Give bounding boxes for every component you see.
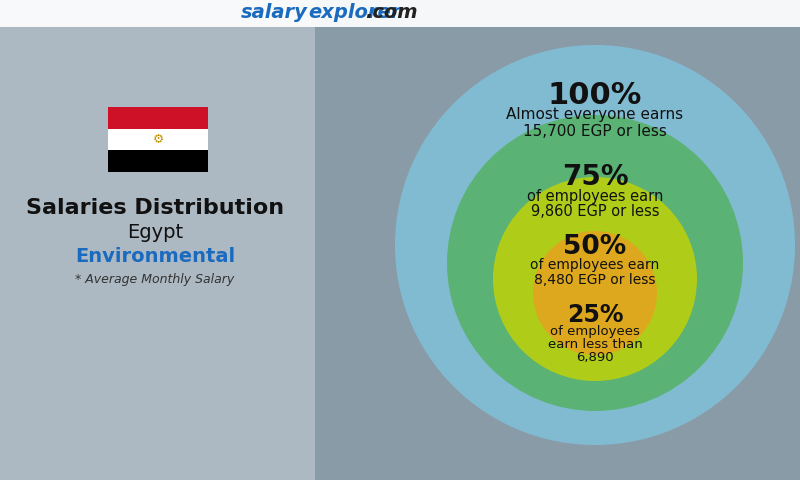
Text: .com: .com <box>365 3 418 23</box>
Text: ⚙: ⚙ <box>152 133 164 146</box>
Circle shape <box>533 231 657 355</box>
Text: earn less than: earn less than <box>548 337 642 350</box>
Text: of employees earn: of employees earn <box>530 258 660 272</box>
Text: Salaries Distribution: Salaries Distribution <box>26 198 284 218</box>
Text: 15,700 EGP or less: 15,700 EGP or less <box>523 123 667 139</box>
Text: * Average Monthly Salary: * Average Monthly Salary <box>75 274 234 287</box>
Text: 75%: 75% <box>562 163 628 191</box>
FancyBboxPatch shape <box>0 0 315 480</box>
Text: Environmental: Environmental <box>75 247 235 265</box>
Text: salary: salary <box>241 3 308 23</box>
Circle shape <box>395 45 795 445</box>
FancyBboxPatch shape <box>108 129 208 150</box>
FancyBboxPatch shape <box>0 0 800 27</box>
Text: 8,480 EGP or less: 8,480 EGP or less <box>534 273 656 287</box>
Text: 100%: 100% <box>548 81 642 109</box>
Circle shape <box>447 115 743 411</box>
FancyBboxPatch shape <box>108 107 208 129</box>
Text: Almost everyone earns: Almost everyone earns <box>506 108 683 122</box>
Circle shape <box>493 177 697 381</box>
Text: 50%: 50% <box>563 234 626 260</box>
FancyBboxPatch shape <box>108 150 208 172</box>
Text: Egypt: Egypt <box>127 223 183 241</box>
Text: 25%: 25% <box>566 303 623 327</box>
Text: explorer: explorer <box>308 3 400 23</box>
Text: 6,890: 6,890 <box>576 350 614 363</box>
Text: of employees: of employees <box>550 324 640 337</box>
Text: of employees earn: of employees earn <box>527 189 663 204</box>
Text: 9,860 EGP or less: 9,860 EGP or less <box>530 204 659 218</box>
